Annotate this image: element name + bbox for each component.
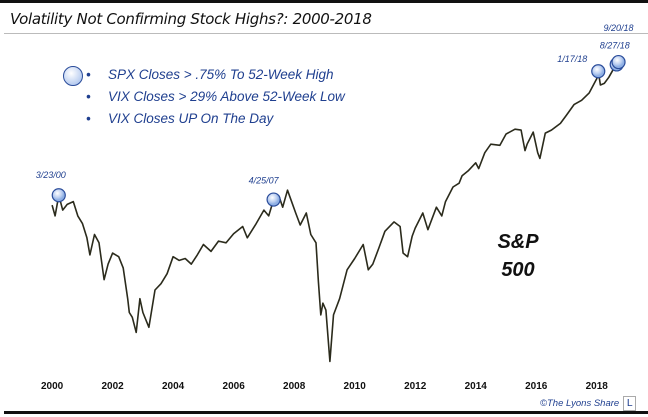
bottom-border [4,411,648,414]
marker-date-label: 8/27/18 [600,40,630,50]
x-tick-label: 2000 [41,381,64,392]
top-border [0,0,648,3]
x-tick-label: 2012 [404,381,427,392]
annotation-line: S&P [497,231,539,253]
legend-label: SPX Closes > .75% To 52-Week High [108,67,334,82]
signal-marker [591,64,606,79]
marker-date-label: 9/20/18 [604,23,634,33]
x-tick-label: 2008 [283,381,306,392]
chart-title: Volatility Not Confirming Stock Highs?: … [10,10,372,28]
title-divider [4,33,648,34]
x-tick-label: 2010 [344,381,367,392]
x-tick-label: 2006 [223,381,246,392]
signal-marker [611,54,626,70]
x-tick-label: 2016 [525,381,548,392]
legend: • SPX Closes > .75% To 52-Week High • VIX … [86,64,345,130]
legend-item: • VIX Closes > 29% Above 52-Week Low [86,89,345,104]
marker-date-label: 3/23/00 [36,170,66,180]
x-tick-label: 2002 [101,381,124,392]
logo: L [623,396,636,411]
x-tick-label: 2014 [465,381,488,392]
x-tick-label: 2004 [162,381,185,392]
signal-marker [51,188,66,203]
series-annotation: S&P 500 [488,228,548,284]
marker-date-label: 1/17/18 [557,54,587,64]
signal-marker [266,192,281,207]
legend-label: VIX Closes > 29% Above 52-Week Low [108,89,345,104]
source-credit: ©The Lyons Share [540,398,620,409]
marker-date-label: 4/25/07 [249,176,280,186]
sp500-line [51,61,620,363]
legend-label: VIX Closes UP On The Day [108,111,274,126]
legend-item: • VIX Closes UP On The Day [86,111,274,126]
x-tick-label: 2018 [586,381,609,392]
legend-item: • SPX Closes > .75% To 52-Week High [86,67,334,82]
annotation-line: 500 [501,259,535,281]
legend-circle-icon [63,66,83,86]
